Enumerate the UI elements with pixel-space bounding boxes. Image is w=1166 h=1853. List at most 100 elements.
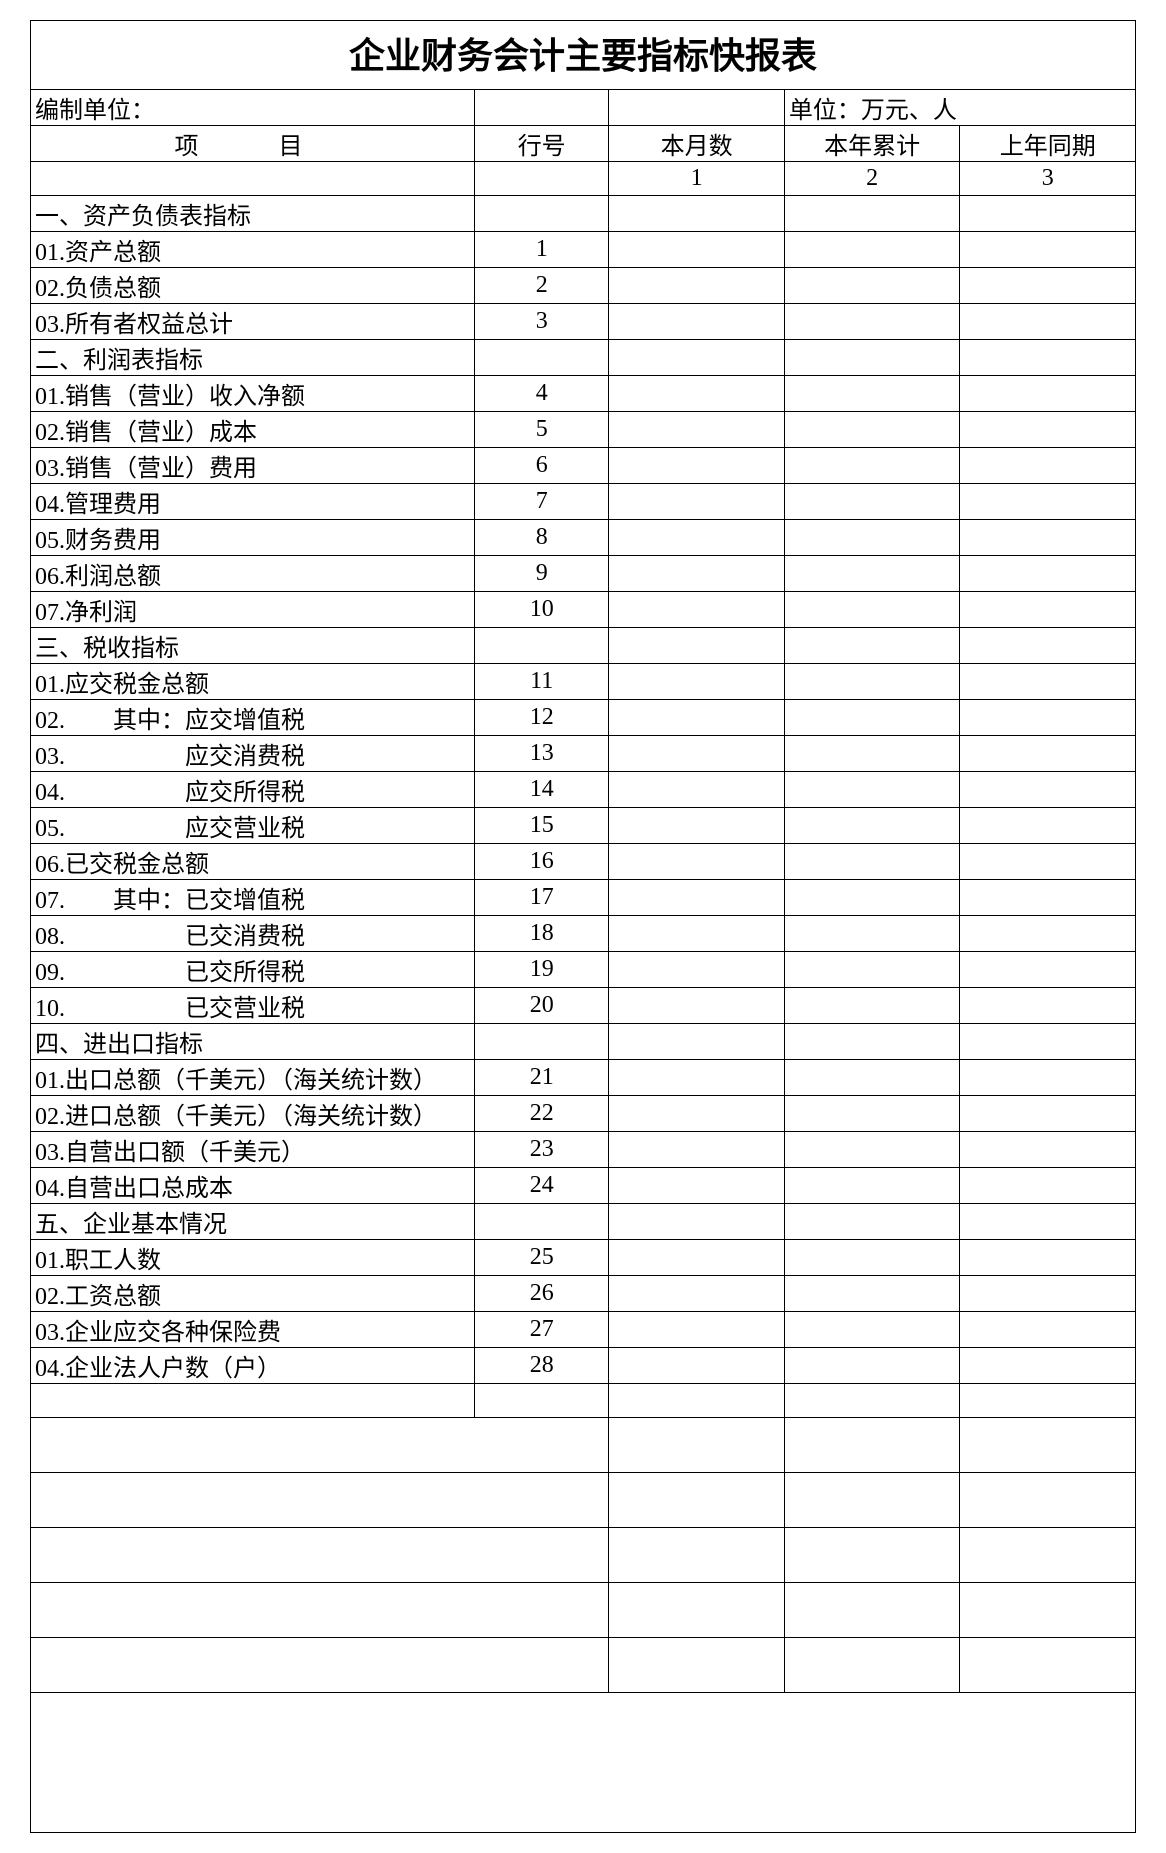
table-row: 06.利润总额9 xyxy=(31,556,1136,592)
cell-value xyxy=(784,700,960,736)
cell-value xyxy=(609,1204,785,1240)
cell-value xyxy=(784,1204,960,1240)
cell-value xyxy=(784,808,960,844)
cell-item: 01.出口总额（千美元）（海关统计数） xyxy=(31,1060,475,1096)
cell-value xyxy=(784,664,960,700)
cell-value xyxy=(960,1132,1136,1168)
table-row: 05.财务费用8 xyxy=(31,520,1136,556)
cell-value xyxy=(609,196,785,232)
cell-rowno: 8 xyxy=(475,520,609,556)
cell-value xyxy=(960,916,1136,952)
cell-value xyxy=(784,1240,960,1276)
table-row: 四、进出口指标 xyxy=(31,1024,1136,1060)
cell-value xyxy=(609,340,785,376)
cell-value xyxy=(609,952,785,988)
cell-value xyxy=(960,808,1136,844)
cell-value xyxy=(784,340,960,376)
col-header-ytd: 本年累计 xyxy=(784,126,960,162)
cell-value xyxy=(960,1204,1136,1240)
prepared-by-label: 编制单位： xyxy=(31,90,475,126)
cell-item: 05. 应交营业税 xyxy=(31,808,475,844)
cell-value xyxy=(784,592,960,628)
cell-value xyxy=(784,880,960,916)
cell-value xyxy=(784,952,960,988)
cell-value xyxy=(960,1168,1136,1204)
cell-value xyxy=(609,484,785,520)
cell-item: 01.资产总额 xyxy=(31,232,475,268)
empty-cell xyxy=(609,1473,785,1528)
cell-item: 05.财务费用 xyxy=(31,520,475,556)
header-row-numbers: 1 2 3 xyxy=(31,162,1136,196)
empty-cell xyxy=(475,162,609,196)
cell-item: 03.自营出口额（千美元） xyxy=(31,1132,475,1168)
cell-value xyxy=(784,1312,960,1348)
cell-item: 04.自营出口总成本 xyxy=(31,1168,475,1204)
cell-rowno: 28 xyxy=(475,1348,609,1384)
col-header-month: 本月数 xyxy=(609,126,785,162)
cell-item: 二、利润表指标 xyxy=(31,340,475,376)
empty-cell xyxy=(609,1583,785,1638)
table-row: 09. 已交所得税19 xyxy=(31,952,1136,988)
empty-cell xyxy=(475,90,609,126)
empty-cell xyxy=(960,1384,1136,1418)
cell-value xyxy=(609,520,785,556)
cell-item: 09. 已交所得税 xyxy=(31,952,475,988)
cell-value xyxy=(609,1060,785,1096)
table-row: 01.出口总额（千美元）（海关统计数）21 xyxy=(31,1060,1136,1096)
cell-rowno: 25 xyxy=(475,1240,609,1276)
cell-value xyxy=(609,1240,785,1276)
cell-rowno: 9 xyxy=(475,556,609,592)
empty-cell xyxy=(609,1528,785,1583)
cell-value xyxy=(960,484,1136,520)
cell-rowno: 20 xyxy=(475,988,609,1024)
table-row-empty xyxy=(31,1583,1136,1638)
cell-item: 四、进出口指标 xyxy=(31,1024,475,1060)
table-row: 01.销售（营业）收入净额4 xyxy=(31,376,1136,412)
cell-value xyxy=(960,880,1136,916)
table-row: 03. 应交消费税13 xyxy=(31,736,1136,772)
cell-rowno: 2 xyxy=(475,268,609,304)
table-row: 二、利润表指标 xyxy=(31,340,1136,376)
table-row-empty xyxy=(31,1638,1136,1693)
col-header-prev: 上年同期 xyxy=(960,126,1136,162)
cell-item: 06.已交税金总额 xyxy=(31,844,475,880)
cell-value xyxy=(609,1348,785,1384)
cell-rowno xyxy=(475,1024,609,1060)
cell-value xyxy=(784,988,960,1024)
cell-item: 08. 已交消费税 xyxy=(31,916,475,952)
cell-value xyxy=(960,844,1136,880)
cell-rowno: 1 xyxy=(475,232,609,268)
empty-cell xyxy=(960,1528,1136,1583)
table-row-empty xyxy=(31,1418,1136,1473)
cell-value xyxy=(960,520,1136,556)
table-row: 01.职工人数25 xyxy=(31,1240,1136,1276)
empty-cell xyxy=(960,1583,1136,1638)
cell-item: 06.利润总额 xyxy=(31,556,475,592)
empty-cell xyxy=(31,1583,609,1638)
cell-item: 04.管理费用 xyxy=(31,484,475,520)
table-row: 03.企业应交各种保险费27 xyxy=(31,1312,1136,1348)
cell-value xyxy=(960,592,1136,628)
table-row: 07.净利润10 xyxy=(31,592,1136,628)
cell-value xyxy=(960,1024,1136,1060)
cell-value xyxy=(784,304,960,340)
cell-value xyxy=(609,736,785,772)
cell-rowno: 3 xyxy=(475,304,609,340)
cell-value xyxy=(609,988,785,1024)
cell-value xyxy=(609,1312,785,1348)
cell-value xyxy=(784,628,960,664)
table-row: 02.工资总额26 xyxy=(31,1276,1136,1312)
cell-rowno: 6 xyxy=(475,448,609,484)
table-row: 五、企业基本情况 xyxy=(31,1204,1136,1240)
empty-cell xyxy=(31,1418,609,1473)
cell-rowno: 10 xyxy=(475,592,609,628)
table-row: 06.已交税金总额16 xyxy=(31,844,1136,880)
col-header-item: 项 目 xyxy=(31,126,475,162)
empty-cell xyxy=(784,1528,960,1583)
cell-value xyxy=(784,736,960,772)
cell-value xyxy=(784,1060,960,1096)
cell-value xyxy=(609,1276,785,1312)
table-row: 03.销售（营业）费用6 xyxy=(31,448,1136,484)
empty-cell xyxy=(31,1638,609,1693)
cell-value xyxy=(784,1168,960,1204)
